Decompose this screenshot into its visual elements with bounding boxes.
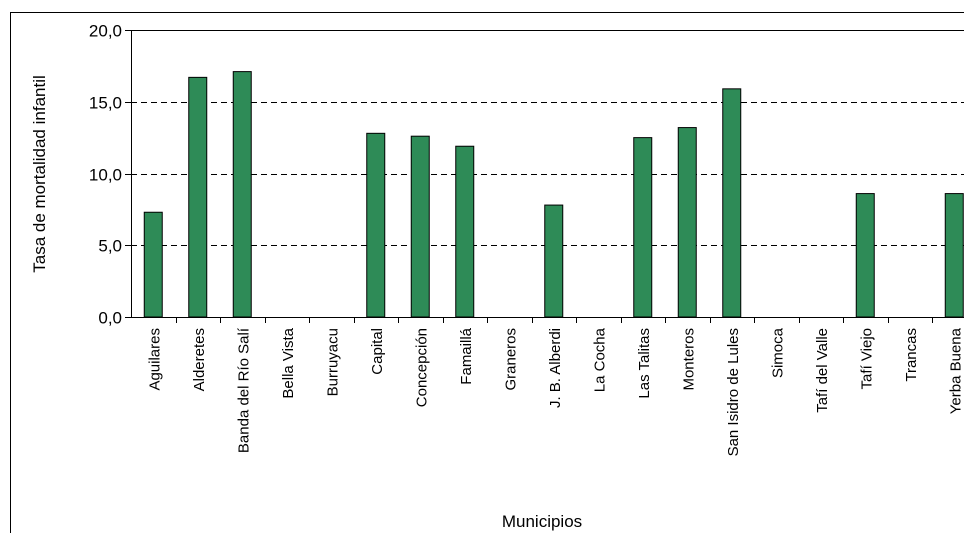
axes <box>125 30 964 323</box>
bar <box>944 193 964 318</box>
x-tick-label: Capital <box>369 328 386 375</box>
y-tick-labels: 0,0 5,0 10,0 15,0 20,0 <box>89 22 122 328</box>
bar <box>633 137 653 318</box>
x-tick-label: Trancas <box>903 328 920 382</box>
bar <box>232 71 252 318</box>
y-tick-label: 20,0 <box>89 22 122 41</box>
bar <box>143 211 163 318</box>
x-tick-label: Graneros <box>502 328 519 391</box>
x-tick-label: Las Talitas <box>636 328 653 399</box>
x-tick-label: Bella Vista <box>280 327 297 398</box>
x-tick-label: Tafí del Valle <box>814 328 831 413</box>
x-tick-label: Yerba Buena <box>947 327 964 414</box>
bars <box>143 71 964 318</box>
x-tick-label: La Cocha <box>591 327 608 392</box>
bar <box>366 132 386 318</box>
x-tick-label: Famaillá <box>458 327 475 384</box>
x-tick-label: Alderetes <box>191 328 208 391</box>
y-tick-label: 0,0 <box>98 309 122 328</box>
x-tick-label: Monteros <box>680 328 697 391</box>
bar <box>455 145 475 318</box>
x-axis-title: Municipios <box>502 512 582 531</box>
x-tick-label: Tafí Viejo <box>858 328 875 389</box>
bar <box>677 127 697 318</box>
bar <box>410 135 430 318</box>
y-axis-title: Tasa de mortalidad infantil <box>30 75 49 273</box>
gridlines <box>131 30 964 246</box>
bar <box>722 88 742 318</box>
x-tick-label: Simoca <box>769 327 786 378</box>
x-tick-label: San Isidro de Lules <box>725 328 742 456</box>
x-tick-label: Burruyacu <box>324 328 341 396</box>
x-tick-label: Banda del Río Salí <box>235 327 252 453</box>
bar <box>188 76 208 318</box>
y-tick-label: 15,0 <box>89 94 122 113</box>
x-tick-label: Aguilares <box>146 328 163 391</box>
y-tick-label: 5,0 <box>98 237 122 256</box>
x-tick-label: J. B. Alberdi <box>547 328 564 408</box>
bar <box>544 204 564 318</box>
bar <box>855 193 875 318</box>
y-tick-label: 10,0 <box>89 166 122 185</box>
x-tick-label: Concepción <box>413 328 430 407</box>
x-tick-labels: Aguilares Alderetes Banda del Río Salí Bell… <box>146 327 964 456</box>
